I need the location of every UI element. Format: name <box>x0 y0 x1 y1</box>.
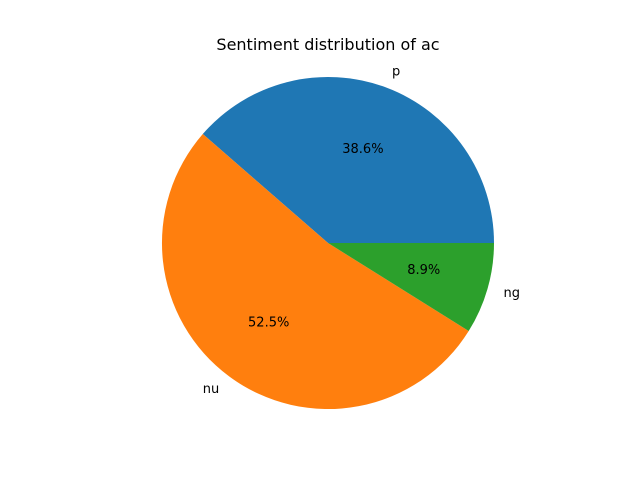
pie-slice-ng <box>328 243 494 332</box>
pie-slice-p <box>202 76 495 243</box>
slice-label-p: p <box>392 64 400 79</box>
slice-label-nu: nu <box>203 382 219 397</box>
pie-labels: p 38.6% nu 52.5% ng 8.9% <box>203 64 520 397</box>
pie-slices <box>161 76 495 410</box>
pie-slice-nu <box>161 134 469 410</box>
pct-label-ng: 8.9% <box>407 263 440 278</box>
pct-label-nu: 52.5% <box>248 316 289 331</box>
slice-label-ng: ng <box>504 286 521 301</box>
pct-label-p: 38.6% <box>342 142 383 157</box>
chart-title: Sentiment distribution of ac <box>216 35 439 54</box>
